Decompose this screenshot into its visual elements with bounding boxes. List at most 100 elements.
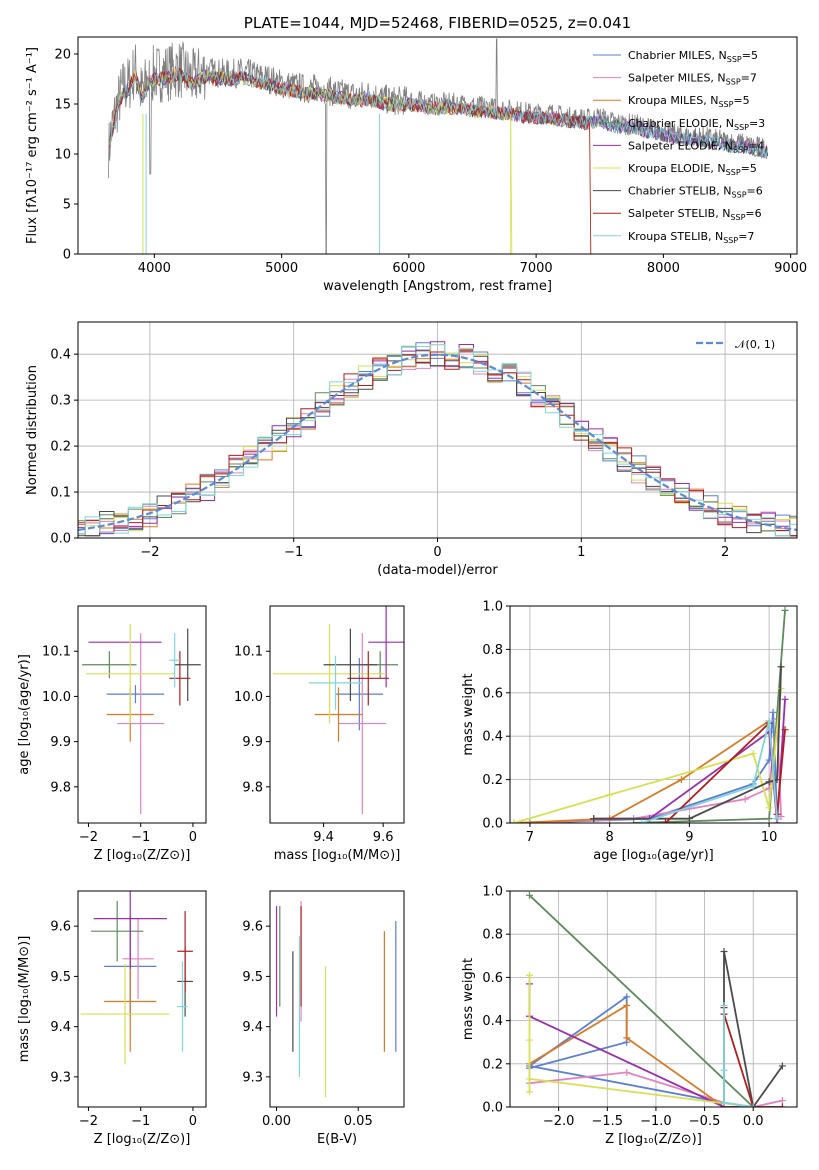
plot-mass-vs-ebv: [275, 901, 397, 1097]
weight-marker: [685, 815, 693, 823]
x-axis-label: Z [log₁₀(Z/Z⊙)]: [94, 1132, 191, 1147]
weight-marker: [769, 708, 777, 716]
errorbar-point-kroupa-elodie: [272, 624, 387, 724]
y-tick-label: 0: [63, 248, 71, 263]
x-tick-label: 2: [721, 545, 729, 560]
x-tick-label: 7: [526, 830, 534, 845]
weight-marker: [606, 791, 614, 799]
y-tick-label: 0.1: [50, 486, 71, 501]
y-axis-label: Normed distribution: [25, 365, 40, 495]
weight-marker: [781, 695, 789, 703]
x-tick-label: 8: [606, 830, 614, 845]
x-tick-label: 0.00: [262, 1114, 291, 1129]
weight-marker: [630, 819, 638, 823]
errorbar-point-kroupa-stelib: [177, 961, 188, 1052]
y-tick-label: 9.6: [242, 920, 263, 935]
x-tick-label: −1: [131, 1114, 150, 1129]
weight-marker: [781, 606, 789, 614]
x-tick-label: 0: [433, 545, 441, 560]
x-axis-label: age [log₁₀(age/yr)]: [593, 848, 714, 863]
axes-frame: [269, 605, 405, 824]
y-tick-label: 0.8: [482, 643, 503, 658]
weight-marker: [590, 815, 598, 823]
plot-age-vs-z: [82, 624, 201, 814]
legend-item: Salpeter STELIB, NSSP=6: [628, 207, 762, 222]
y-tick-label: 0.2: [482, 773, 503, 788]
weight-line-chabrier-miles: [527, 995, 754, 1107]
axes-residuals: [74, 321, 798, 542]
errorbar-point-chabrier-miles: [106, 685, 165, 704]
y-tick-label: 9.5: [50, 970, 71, 985]
weight-marker: [749, 1103, 757, 1107]
y-tick-label: 9.8: [50, 780, 71, 795]
weight-marker: [741, 795, 749, 803]
axes-mass-vs-z: [74, 890, 207, 1111]
plot-weight-vs-age: [510, 606, 789, 823]
y-tick-label: 9.4: [242, 1020, 263, 1035]
weight-marker: [638, 819, 646, 823]
y-axis-label: Flux [fλ10⁻¹⁷ erg cm⁻² s⁻¹ A⁻¹]: [25, 47, 40, 244]
axes-frame: [509, 890, 798, 1108]
x-tick-label: 0: [189, 1114, 197, 1129]
text-layer: 4000 5000 6000 7000 8000 900005101520waveleng…: [17, 14, 807, 1147]
weight-marker: [781, 726, 789, 734]
y-tick-label: 9.9: [242, 735, 263, 750]
y-tick-label: 0.2: [482, 1057, 503, 1072]
y-tick-label: 0.3: [50, 394, 71, 409]
errorbar-point-salpeter-stelib: [177, 911, 193, 992]
x-tick-label: −2: [79, 1114, 98, 1129]
y-tick-label: 9.5: [242, 970, 263, 985]
weight-marker: [777, 663, 785, 671]
axes-frame: [77, 36, 798, 255]
x-axis-label: E(B-V): [317, 1132, 357, 1147]
errorbar-point-kroupa-miles: [314, 687, 363, 742]
weight-marker: [720, 1066, 728, 1074]
axes-frame: [269, 890, 405, 1108]
axes-weight-vs-z: [506, 890, 798, 1111]
y-tick-label: 9.6: [50, 920, 71, 935]
x-tick-label: 9: [685, 830, 693, 845]
histogram-salpeter-elodie: [78, 341, 797, 537]
x-axis-label: mass [log₁₀(M/M⊙)]: [274, 848, 401, 863]
axes-frame: [77, 890, 207, 1108]
legend-item: Salpeter ELODIE, NSSP=4: [628, 139, 764, 154]
y-axis-label: age [log₁₀(age/yr)]: [17, 654, 32, 775]
model-spectrum-salpeter-stelib: [109, 68, 592, 254]
weight-marker: [778, 1062, 786, 1070]
legend-item: Chabrier STELIB, NSSP=6: [628, 185, 763, 200]
weight-line-salpeter-miles: [521, 718, 782, 823]
weight-marker: [623, 1068, 631, 1076]
y-tick-label: 0.6: [482, 971, 503, 986]
legend-item: Kroupa STELIB, NSSP=7: [628, 230, 754, 245]
frame-layer: [74, 36, 798, 1111]
normal-curve-line: [78, 353, 797, 531]
weight-marker: [778, 1103, 786, 1107]
x-tick-label: 0.05: [344, 1114, 373, 1129]
weight-line-kroupa-elodie: [513, 688, 782, 823]
weight-marker: [749, 782, 757, 790]
grid-layer: [78, 322, 797, 1108]
axes-frame: [77, 605, 207, 824]
axes-age-vs-z: [74, 605, 207, 827]
y-tick-label: 15: [54, 98, 71, 113]
chart-legend: Chabrier MILES, NSSP=5 Salpeter MILES, NS…: [593, 49, 765, 245]
errorbar-point-kroupa-elodie: [85, 624, 175, 724]
errorbar-point-kroupa-stelib: [169, 633, 180, 688]
y-tick-label: 0.2: [50, 440, 71, 455]
weight-marker: [765, 778, 773, 786]
y-tick-label: 0.0: [482, 817, 503, 832]
legend-item: Salpeter MILES, NSSP=7: [628, 72, 757, 87]
weight-line-kroupa-stelib: [723, 1005, 754, 1107]
y-tick-label: 9.9: [50, 735, 71, 750]
errorbar-point-kroupa-stelib: [308, 655, 363, 710]
plot-spectrum: [108, 38, 769, 254]
y-tick-label: 0.0: [50, 532, 71, 547]
x-tick-label: 9000: [774, 261, 807, 276]
weight-marker: [525, 1075, 533, 1083]
y-tick-label: 9.3: [50, 1070, 71, 1085]
plot-weight-vs-z: [525, 891, 786, 1107]
x-tick-label: 1: [577, 545, 585, 560]
weight-marker: [765, 717, 773, 725]
histogram-chabrier-stelib: [78, 350, 797, 537]
y-tick-label: 9.8: [242, 780, 263, 795]
